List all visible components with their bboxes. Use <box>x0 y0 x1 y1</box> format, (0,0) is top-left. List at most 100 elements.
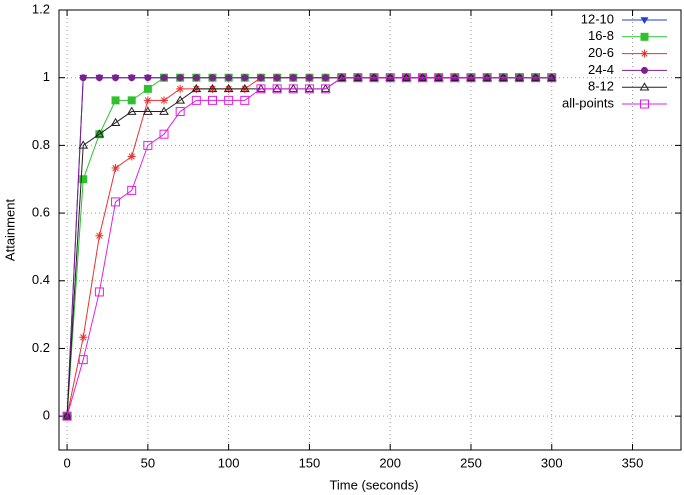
marker <box>385 73 395 83</box>
marker <box>514 73 524 83</box>
marker <box>401 73 411 83</box>
x-tick-label: 150 <box>299 455 321 470</box>
marker <box>78 140 89 149</box>
marker <box>256 84 266 94</box>
marker <box>239 83 250 93</box>
y-tick-label: 0.6 <box>32 205 50 220</box>
marker <box>256 83 266 93</box>
x-tick-label: 350 <box>622 455 644 470</box>
marker <box>62 411 72 420</box>
marker <box>640 49 649 58</box>
legend-label: 20-6 <box>588 45 614 60</box>
marker <box>304 84 314 94</box>
x-tick-label: 100 <box>218 455 240 470</box>
marker <box>498 73 508 83</box>
marker <box>547 73 557 83</box>
marker <box>78 355 88 365</box>
marker <box>192 74 200 82</box>
marker <box>208 74 216 82</box>
marker <box>143 84 152 93</box>
marker <box>159 106 169 115</box>
marker <box>305 74 313 82</box>
marker <box>111 197 121 207</box>
marker <box>466 72 476 81</box>
legend-label: 16-8 <box>588 28 614 43</box>
marker <box>62 411 72 421</box>
marker <box>304 83 315 93</box>
marker <box>224 95 234 105</box>
marker <box>514 72 525 81</box>
marker <box>433 72 444 81</box>
marker <box>175 95 186 104</box>
marker <box>142 106 153 115</box>
marker <box>159 129 169 139</box>
marker <box>95 231 104 240</box>
marker <box>353 72 363 81</box>
marker <box>530 72 541 81</box>
marker <box>337 73 347 83</box>
marker <box>531 73 541 83</box>
marker <box>95 74 103 82</box>
marker <box>639 82 650 91</box>
marker <box>127 152 136 161</box>
marker <box>111 164 120 173</box>
marker <box>450 73 460 83</box>
marker <box>240 95 250 105</box>
marker <box>176 74 184 82</box>
marker <box>401 72 412 81</box>
marker <box>273 74 281 82</box>
marker <box>417 72 428 81</box>
plot-frame <box>58 9 682 451</box>
marker <box>418 73 428 83</box>
marker <box>322 74 330 82</box>
marker <box>160 96 169 105</box>
x-tick-label: 200 <box>379 455 401 470</box>
y-axis-label: Attainment <box>2 199 17 262</box>
marker <box>336 72 347 81</box>
marker <box>207 95 217 105</box>
x-axis-label: Time (seconds) <box>329 477 418 492</box>
marker <box>385 72 396 81</box>
marker <box>272 83 282 93</box>
marker <box>143 140 153 150</box>
marker <box>546 72 557 81</box>
marker <box>369 73 379 83</box>
marker <box>127 185 137 195</box>
marker <box>272 84 282 94</box>
x-tick-label: 300 <box>541 455 563 470</box>
y-tick-label: 1 <box>43 69 50 84</box>
marker <box>160 74 168 82</box>
x-tick-label: 250 <box>460 455 482 470</box>
marker <box>320 83 331 93</box>
legend-label: 12-10 <box>581 11 614 26</box>
x-tick-label: 0 <box>63 455 70 470</box>
marker <box>191 83 202 93</box>
marker <box>111 96 120 105</box>
y-tick-label: 0.2 <box>32 340 50 355</box>
marker <box>640 17 649 24</box>
y-tick-label: 0 <box>43 408 50 423</box>
marker <box>641 66 648 74</box>
marker <box>223 83 234 93</box>
x-tick-label: 50 <box>141 455 155 470</box>
marker <box>110 117 121 127</box>
marker <box>128 74 136 82</box>
marker <box>191 95 201 105</box>
marker <box>79 175 88 184</box>
marker <box>144 74 152 82</box>
marker <box>112 74 120 82</box>
marker <box>321 84 331 94</box>
marker <box>127 96 136 105</box>
marker <box>466 73 476 83</box>
marker <box>257 74 265 82</box>
legend-label: all-points <box>562 95 615 110</box>
marker <box>207 83 218 93</box>
marker <box>79 333 88 342</box>
marker <box>482 72 493 81</box>
legend-label: 8-12 <box>588 79 614 94</box>
y-tick-label: 0.8 <box>32 137 50 152</box>
marker <box>126 106 137 115</box>
series-line <box>66 77 552 417</box>
marker <box>288 84 298 94</box>
